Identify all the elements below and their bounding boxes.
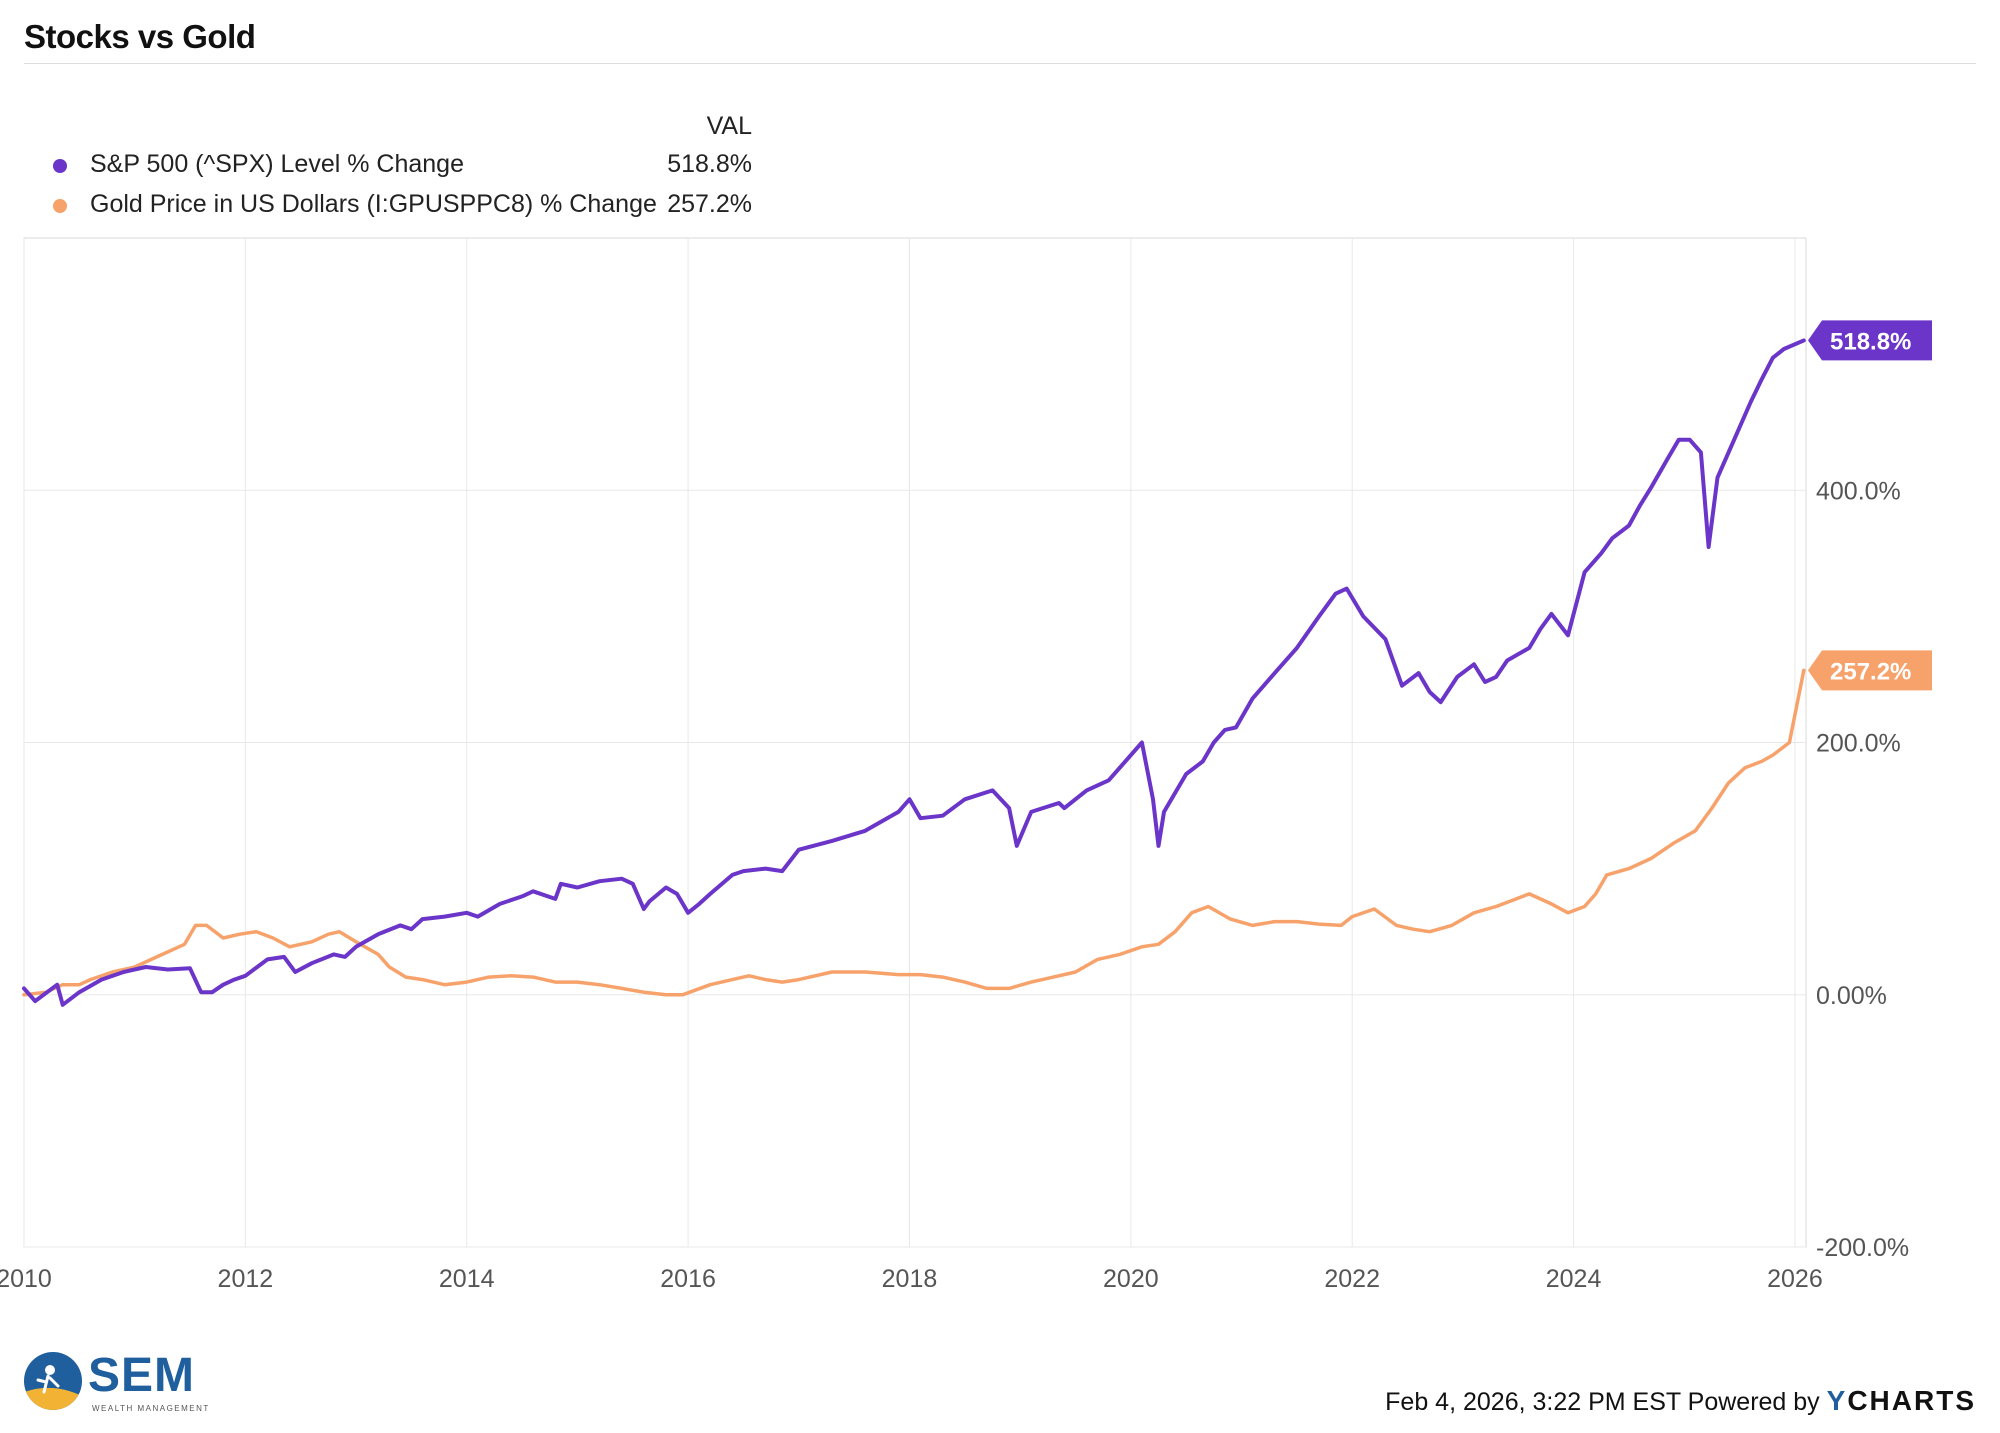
logo-subtext: WEALTH MANAGEMENT xyxy=(92,1404,210,1413)
x-tick-label: 2026 xyxy=(1767,1265,1823,1293)
x-tick-label: 2020 xyxy=(1103,1265,1159,1293)
gold-series-line xyxy=(22,668,1806,997)
legend-dot-icon xyxy=(53,159,67,173)
x-tick-label: 2012 xyxy=(218,1265,274,1293)
ycharts-logo[interactable]: YCHARTS xyxy=(1827,1385,1976,1416)
gold-value-flag xyxy=(1808,650,1932,691)
logo-emblem-icon xyxy=(24,1352,82,1410)
logo-text: SEM xyxy=(88,1349,196,1402)
x-tick-label: 2018 xyxy=(882,1265,938,1293)
legend-dot-icon xyxy=(53,199,67,213)
footer-attribution: Feb 4, 2026, 3:22 PM EST Powered by YCHA… xyxy=(1385,1385,1976,1417)
y-tick-label: -200.0% xyxy=(1816,1234,1909,1262)
legend-header: VAL xyxy=(706,112,752,140)
title-divider xyxy=(24,63,1976,64)
legend-item-gold[interactable]: Gold Price in US Dollars (I:GPUSPPC8) % … xyxy=(48,190,752,224)
y-tick-label: 0.00% xyxy=(1816,982,1887,1010)
x-tick-label: 2014 xyxy=(439,1265,495,1293)
ycharts-logo-y: Y xyxy=(1826,1385,1848,1416)
legend-value: 257.2% xyxy=(667,190,752,218)
spx-value-flag-label: 518.8% xyxy=(1830,328,1911,355)
y-tick-label: 400.0% xyxy=(1816,477,1901,505)
legend-label: Gold Price in US Dollars (I:GPUSPPC8) % … xyxy=(90,190,657,218)
timestamp: Feb 4, 2026, 3:22 PM EST xyxy=(1385,1388,1681,1416)
x-tick-label: 2016 xyxy=(660,1265,716,1293)
y-tick-label: 200.0% xyxy=(1816,730,1901,758)
gold-value-flag-label: 257.2% xyxy=(1830,658,1911,685)
x-tick-label: 2022 xyxy=(1324,1265,1380,1293)
chart-title: Stocks vs Gold xyxy=(24,18,256,55)
legend-value: 518.8% xyxy=(667,150,752,178)
spx-series-line xyxy=(22,338,1806,1007)
powered-by-label: Powered by xyxy=(1687,1388,1820,1416)
ycharts-logo-rest: CHARTS xyxy=(1847,1385,1976,1416)
legend-label: S&P 500 (^SPX) Level % Change xyxy=(90,150,464,178)
x-tick-label: 2010 xyxy=(0,1265,52,1293)
sem-logo: SEM WEALTH MANAGEMENT xyxy=(24,1349,214,1413)
legend-item-spx[interactable]: S&P 500 (^SPX) Level % Change 518.8% xyxy=(48,150,752,184)
spx-value-flag xyxy=(1808,320,1932,361)
x-tick-label: 2024 xyxy=(1546,1265,1602,1293)
